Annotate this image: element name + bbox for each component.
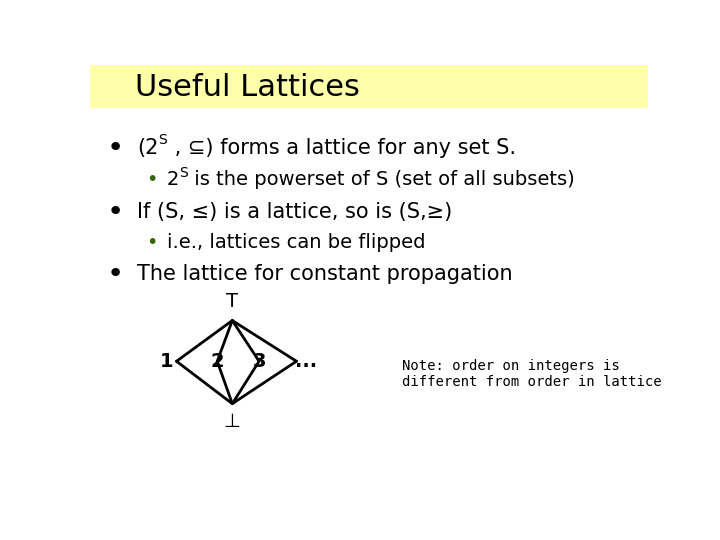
Text: •: • bbox=[107, 198, 124, 226]
Text: S: S bbox=[179, 166, 188, 180]
Text: •: • bbox=[107, 260, 124, 288]
Text: •: • bbox=[145, 170, 157, 188]
Text: 2: 2 bbox=[167, 170, 179, 188]
Text: is the powerset of S (set of all subsets): is the powerset of S (set of all subsets… bbox=[188, 170, 575, 188]
Text: S: S bbox=[158, 133, 167, 147]
Text: Useful Lattices: Useful Lattices bbox=[135, 73, 359, 102]
FancyBboxPatch shape bbox=[90, 65, 648, 109]
Text: i.e., lattices can be flipped: i.e., lattices can be flipped bbox=[167, 233, 426, 252]
Text: different from order in lattice: different from order in lattice bbox=[402, 375, 662, 389]
Text: ⊥: ⊥ bbox=[224, 412, 240, 431]
Text: •: • bbox=[145, 233, 157, 252]
Text: , ⊆) forms a lattice for any set S.: , ⊆) forms a lattice for any set S. bbox=[168, 138, 516, 158]
Text: 1: 1 bbox=[160, 352, 174, 371]
Text: (2: (2 bbox=[138, 138, 159, 158]
Text: Note: order on integers is: Note: order on integers is bbox=[402, 359, 620, 373]
Text: The lattice for constant propagation: The lattice for constant propagation bbox=[138, 264, 513, 284]
Text: If (S, ≤) is a lattice, so is (S,≥): If (S, ≤) is a lattice, so is (S,≥) bbox=[138, 202, 453, 222]
Text: 2: 2 bbox=[210, 352, 224, 371]
Text: ...: ... bbox=[295, 352, 318, 371]
Text: 3: 3 bbox=[252, 352, 266, 371]
Text: •: • bbox=[107, 134, 124, 162]
Text: T: T bbox=[226, 292, 238, 312]
